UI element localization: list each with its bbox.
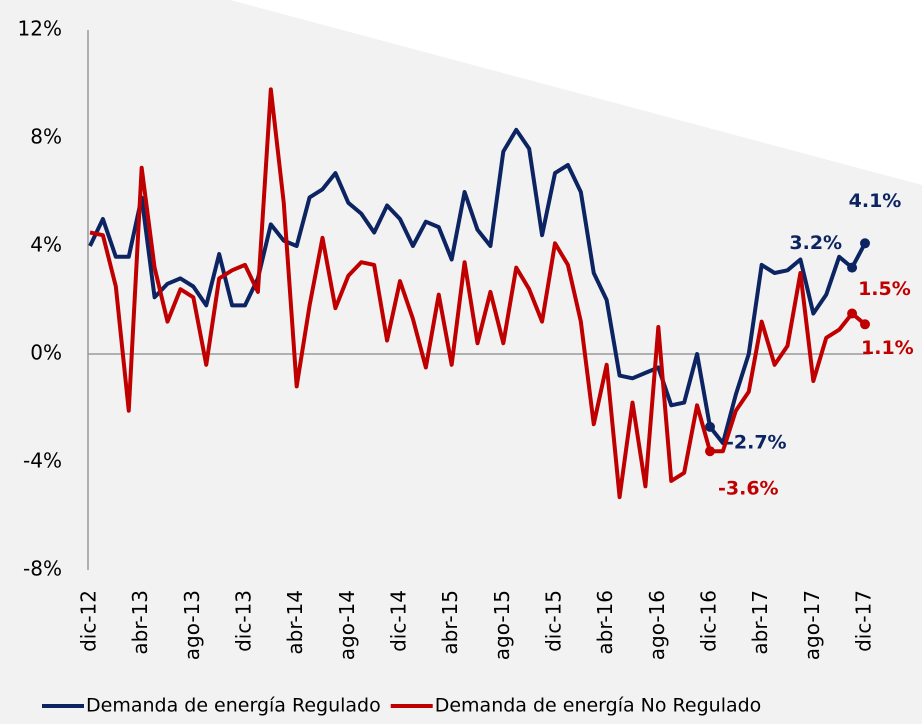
data-point bbox=[705, 446, 715, 457]
x-tick-label: ago-15 bbox=[490, 590, 514, 660]
x-tick-label: dic-15 bbox=[542, 590, 566, 652]
y-tick-label: -4% bbox=[23, 449, 62, 473]
data-point bbox=[847, 262, 858, 273]
x-tick-label: ago-16 bbox=[645, 590, 669, 660]
data-label: -2.7% bbox=[726, 431, 787, 453]
x-tick-label: dic-13 bbox=[232, 590, 256, 652]
x-tick-label: dic-17 bbox=[852, 590, 876, 652]
y-tick-label: 0% bbox=[30, 341, 62, 365]
x-tick-label: dic-16 bbox=[697, 590, 721, 652]
x-tick-label: ago-17 bbox=[800, 590, 824, 660]
legend-label: Demanda de energía Regulado bbox=[86, 695, 381, 717]
x-tick-label: dic-12 bbox=[77, 590, 101, 652]
x-tick-label: abr-15 bbox=[438, 590, 462, 655]
y-tick-label: 12% bbox=[18, 17, 62, 41]
x-tick-label: abr-14 bbox=[283, 590, 307, 655]
x-tick-label: abr-13 bbox=[128, 590, 152, 655]
y-tick-label: 4% bbox=[30, 233, 62, 257]
x-tick-label: abr-16 bbox=[593, 590, 617, 655]
data-label: 3.2% bbox=[789, 232, 842, 254]
data-label: 1.1% bbox=[861, 337, 914, 359]
background-shape bbox=[230, 0, 922, 185]
x-tick-label: dic-14 bbox=[387, 590, 411, 652]
data-point bbox=[847, 308, 858, 319]
series-line bbox=[88, 127, 867, 446]
x-tick-label: ago-13 bbox=[180, 590, 204, 660]
data-point bbox=[860, 238, 870, 249]
data-label: 4.1% bbox=[849, 190, 902, 212]
series-line bbox=[89, 87, 867, 500]
x-tick-label: ago-14 bbox=[335, 590, 359, 660]
data-point bbox=[860, 319, 870, 330]
data-label: 1.5% bbox=[858, 278, 911, 300]
data-label: -3.6% bbox=[718, 478, 779, 500]
x-tick-label: abr-17 bbox=[748, 590, 772, 655]
y-tick-label: -8% bbox=[23, 557, 62, 581]
y-tick-label: 8% bbox=[30, 125, 62, 149]
data-point bbox=[705, 421, 715, 432]
legend-label: Demanda de energía No Regulado bbox=[435, 695, 762, 717]
